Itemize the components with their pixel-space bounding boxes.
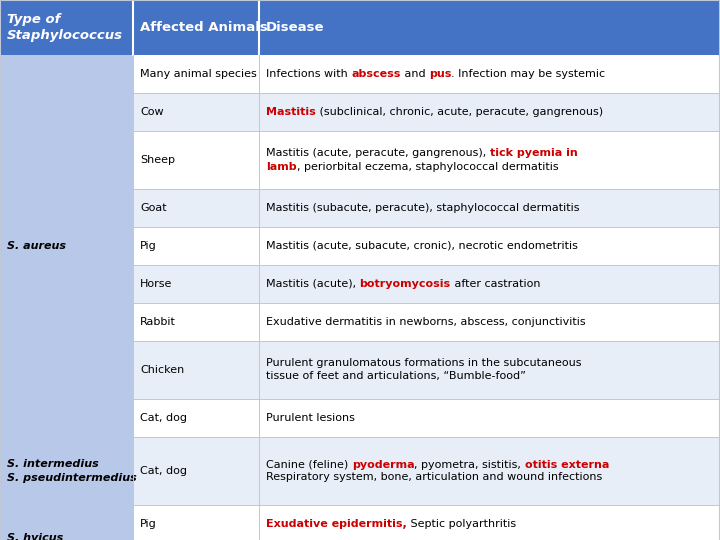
Text: Horse: Horse	[140, 279, 172, 289]
Text: Pig: Pig	[140, 241, 157, 251]
Text: S. hyicus: S. hyicus	[7, 533, 63, 540]
Text: pyoderma: pyoderma	[352, 460, 415, 469]
Text: Pig: Pig	[140, 519, 157, 529]
Text: Purulent granulomatous formations in the subcutaneous: Purulent granulomatous formations in the…	[266, 359, 582, 368]
Text: Affected Animals: Affected Animals	[140, 21, 268, 34]
Text: Mastitis (acute),: Mastitis (acute),	[266, 279, 359, 289]
Bar	[0, 505, 133, 540]
Bar	[133, 265, 259, 303]
Text: after castration: after castration	[451, 279, 540, 289]
Bar	[133, 437, 259, 505]
Text: Cat, dog: Cat, dog	[140, 466, 187, 476]
Text: otitis externa: otitis externa	[525, 460, 609, 469]
Text: tissue of feet and articulations, “Bumble-food”: tissue of feet and articulations, “Bumbl…	[266, 372, 526, 381]
Bar	[259, 189, 720, 227]
Text: Disease: Disease	[266, 21, 325, 34]
Bar	[133, 227, 259, 265]
Text: , pyometra, sistitis,: , pyometra, sistitis,	[415, 460, 525, 469]
Text: . Infection may be systemic: . Infection may be systemic	[451, 69, 606, 79]
Bar	[259, 265, 720, 303]
Text: Type of
Staphylococcus: Type of Staphylococcus	[7, 13, 123, 42]
Text: Cat, dog: Cat, dog	[140, 413, 187, 423]
Bar	[133, 55, 259, 93]
Bar	[133, 131, 259, 189]
Text: Mastitis (acute, peracute, gangrenous),: Mastitis (acute, peracute, gangrenous),	[266, 148, 490, 159]
Bar	[133, 303, 259, 341]
Text: Infections with: Infections with	[266, 69, 351, 79]
Text: tick pyemia in: tick pyemia in	[490, 148, 577, 159]
Text: , periorbital eczema, staphylococcal dermatitis: , periorbital eczema, staphylococcal der…	[297, 161, 558, 172]
Bar	[259, 55, 720, 93]
Text: abscess: abscess	[351, 69, 400, 79]
Text: Chicken: Chicken	[140, 365, 184, 375]
Text: pus: pus	[428, 69, 451, 79]
Text: Septic polyarthritis: Septic polyarthritis	[407, 519, 516, 529]
Bar	[133, 341, 259, 399]
Text: and: and	[400, 69, 428, 79]
Bar	[259, 93, 720, 131]
Text: Rabbit: Rabbit	[140, 317, 176, 327]
Text: lamb: lamb	[266, 161, 297, 172]
Text: Purulent lesions: Purulent lesions	[266, 413, 355, 423]
Text: Cow: Cow	[140, 107, 163, 117]
Text: Mastitis (acute, subacute, cronic), necrotic endometritis: Mastitis (acute, subacute, cronic), necr…	[266, 241, 578, 251]
Text: botryomycosis: botryomycosis	[359, 279, 451, 289]
Text: Exudative epidermitis,: Exudative epidermitis,	[266, 519, 407, 529]
Text: Many animal species: Many animal species	[140, 69, 257, 79]
Bar	[259, 303, 720, 341]
Text: Respiratory system, bone, articulation and wound infections: Respiratory system, bone, articulation a…	[266, 472, 602, 483]
Bar	[259, 505, 720, 540]
Bar	[0, 55, 133, 437]
Bar	[259, 437, 720, 505]
Text: S. intermedius
S. pseudintermedius: S. intermedius S. pseudintermedius	[7, 460, 137, 483]
Bar	[0, 0, 720, 55]
Bar	[0, 437, 133, 505]
Bar	[133, 93, 259, 131]
Bar	[259, 399, 720, 437]
Bar	[259, 131, 720, 189]
Text: Mastitis (subacute, peracute), staphylococcal dermatitis: Mastitis (subacute, peracute), staphyloc…	[266, 203, 580, 213]
Text: Mastitis: Mastitis	[266, 107, 316, 117]
Text: (subclinical, chronic, acute, peracute, gangrenous): (subclinical, chronic, acute, peracute, …	[316, 107, 603, 117]
Text: S. aureus: S. aureus	[7, 241, 66, 251]
Text: Sheep: Sheep	[140, 155, 175, 165]
Bar	[259, 227, 720, 265]
Bar	[133, 189, 259, 227]
Bar	[259, 341, 720, 399]
Text: Goat: Goat	[140, 203, 166, 213]
Bar	[133, 505, 259, 540]
Text: Exudative dermatitis in newborns, abscess, conjunctivitis: Exudative dermatitis in newborns, absces…	[266, 317, 585, 327]
Text: Canine (feline): Canine (feline)	[266, 460, 352, 469]
Bar	[133, 399, 259, 437]
